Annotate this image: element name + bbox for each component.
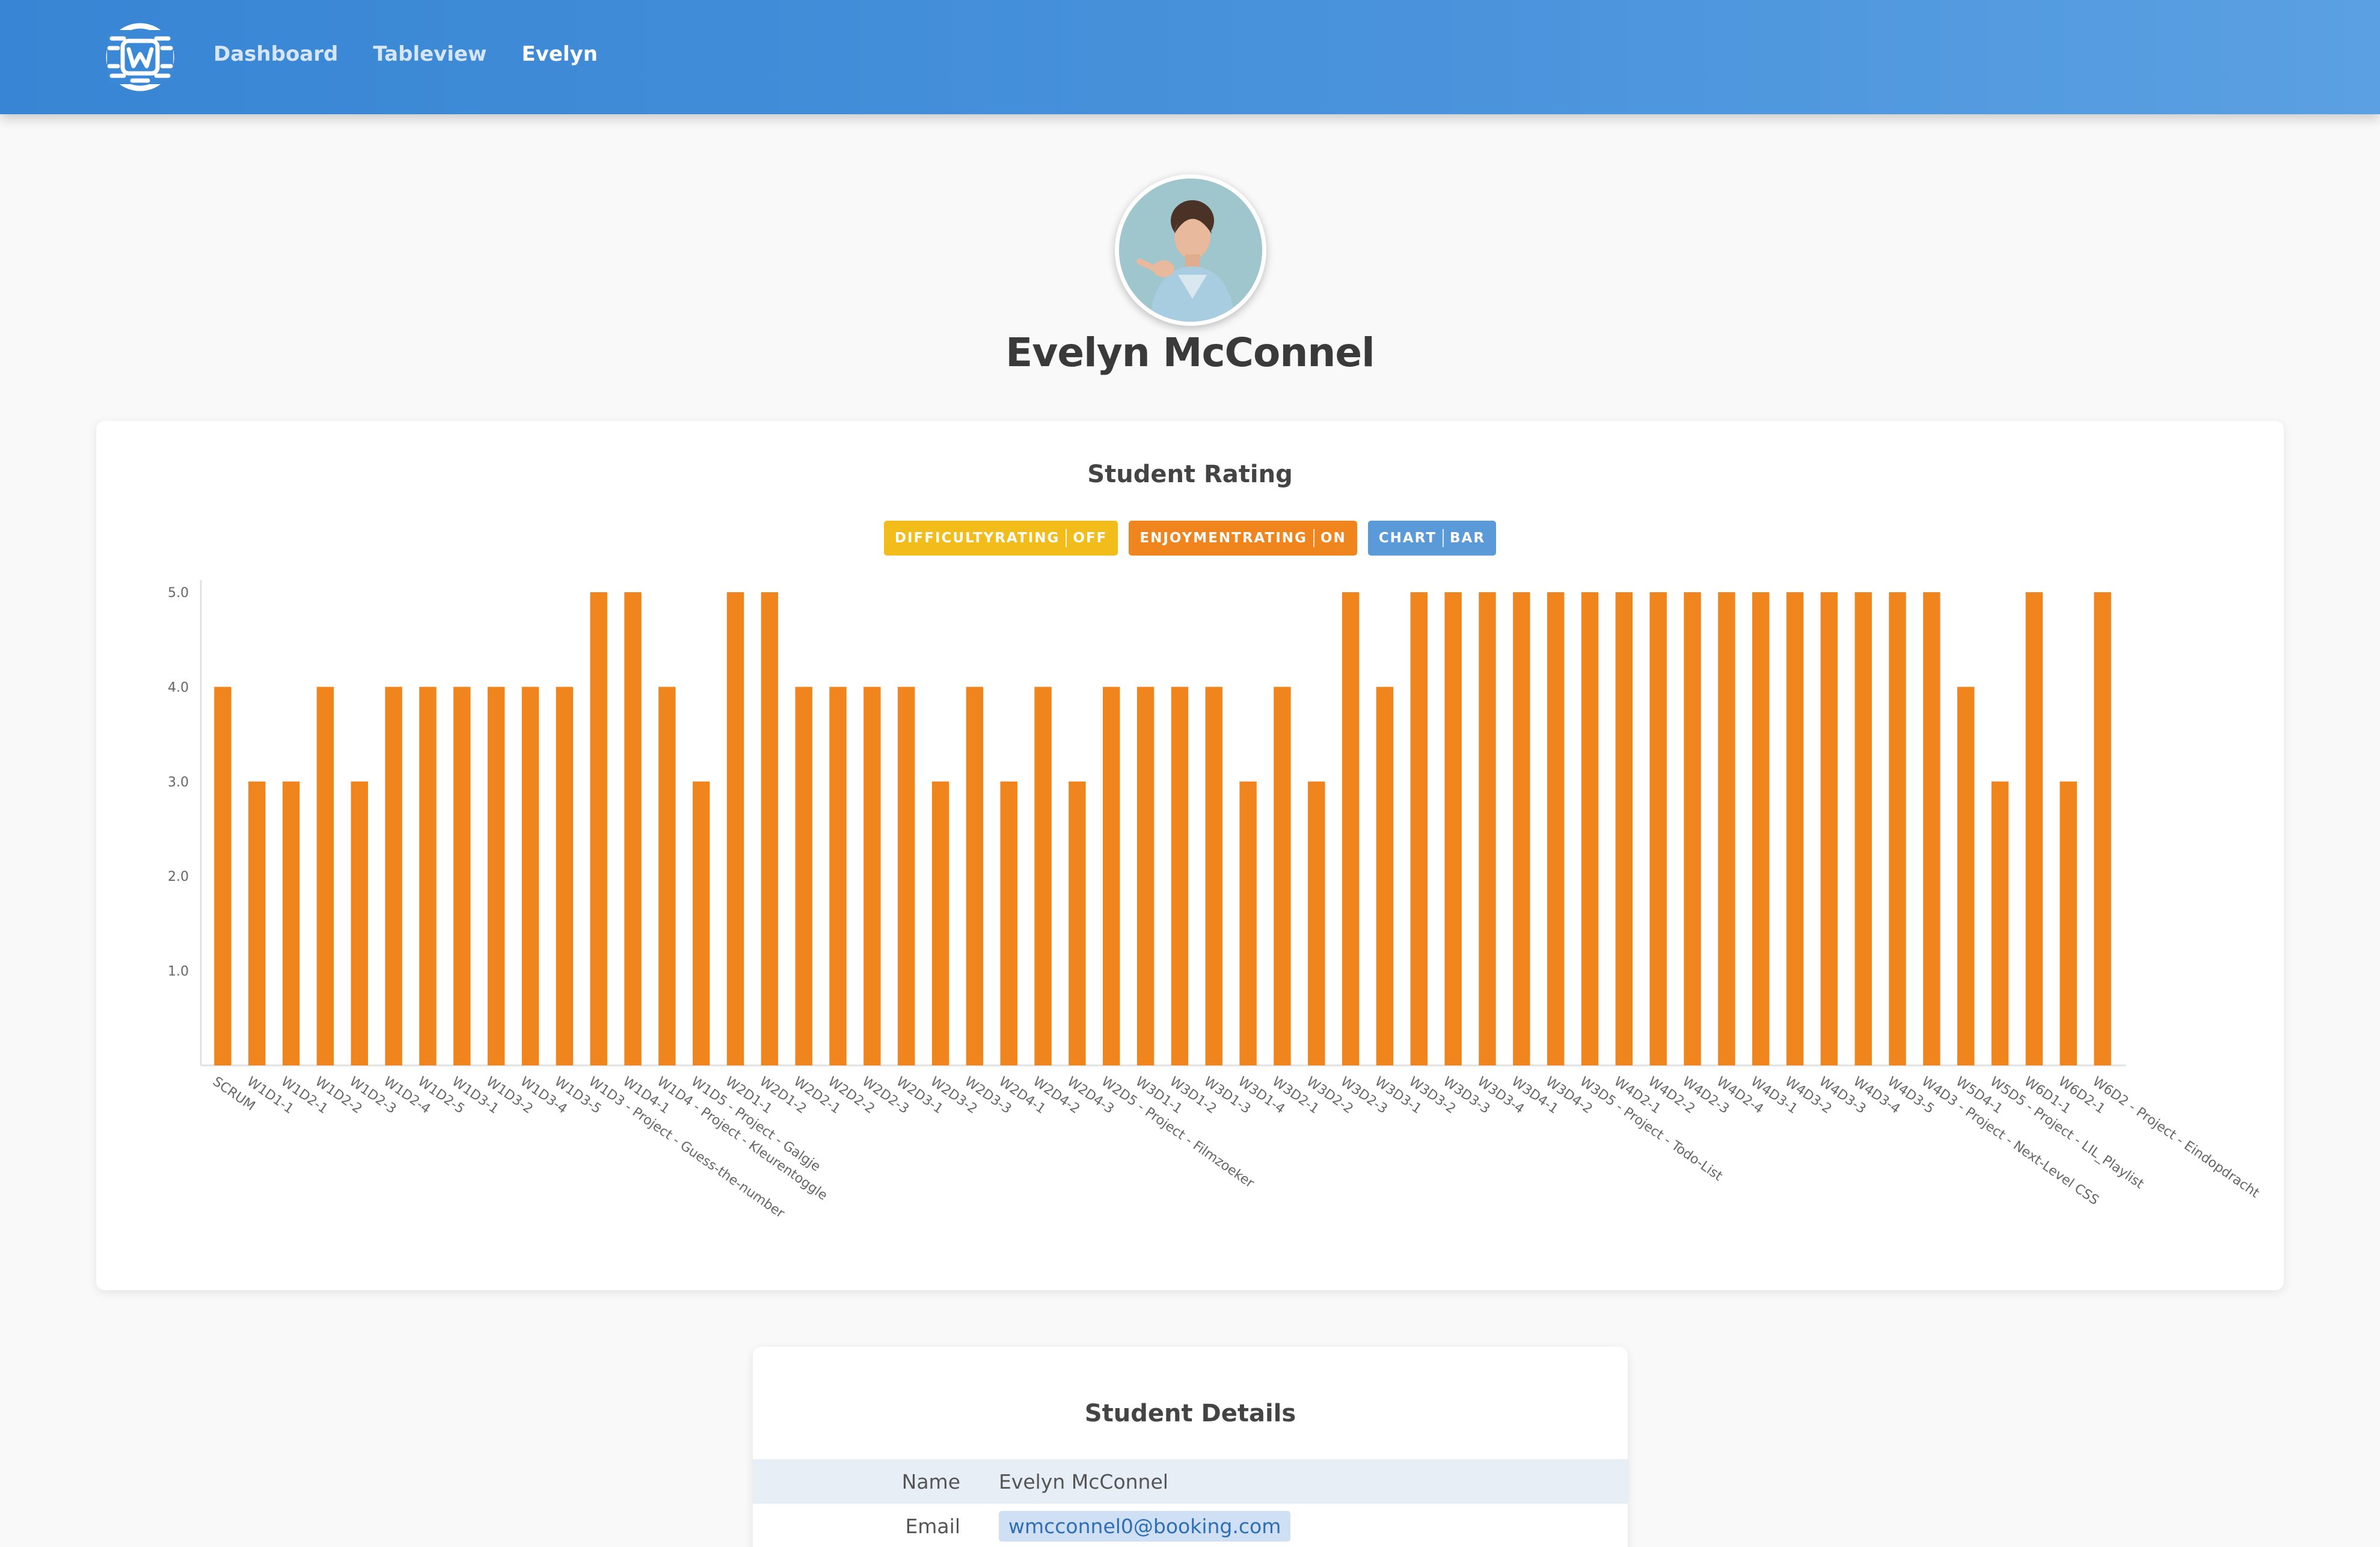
bar[interactable] (419, 687, 437, 1065)
bar[interactable] (1547, 592, 1565, 1065)
bar[interactable] (590, 592, 607, 1065)
enjoyment-toggle-state: ON (1320, 530, 1346, 546)
bar[interactable] (385, 687, 402, 1065)
y-tick-label: 5.0 (168, 586, 189, 601)
bar[interactable] (1136, 687, 1155, 1065)
bar[interactable] (624, 592, 642, 1065)
bar[interactable] (521, 687, 539, 1065)
enjoyment-toggle-label: ENJOYMENTRATING (1139, 530, 1307, 546)
bar[interactable] (1718, 592, 1735, 1065)
bar[interactable] (316, 687, 334, 1065)
bar[interactable] (1786, 592, 1804, 1065)
x-tick-label: W6D2 - Project - Eindopdracht (2090, 1074, 2262, 1201)
bar[interactable] (1171, 687, 1189, 1065)
toggle-divider (1443, 529, 1444, 547)
difficulty-toggle-label: DIFFICULTYRATING (894, 530, 1060, 546)
bar[interactable] (1479, 592, 1496, 1065)
toggle-divider (1066, 529, 1067, 547)
y-tick-label: 3.0 (168, 775, 189, 790)
bar[interactable] (1820, 592, 1838, 1065)
bar[interactable] (2025, 592, 2043, 1065)
bar[interactable] (795, 687, 812, 1065)
bar[interactable] (1069, 781, 1086, 1065)
nav-evelyn-link[interactable]: Evelyn (521, 42, 598, 66)
bar[interactable] (1410, 592, 1428, 1065)
bar[interactable] (2094, 592, 2111, 1065)
bar[interactable] (931, 781, 949, 1065)
y-tick-label: 4.0 (168, 680, 189, 695)
nav-tableview-link[interactable]: Tableview (373, 42, 487, 66)
student-name-heading: Evelyn McConnel (1005, 329, 1375, 376)
bar[interactable] (2059, 781, 2077, 1065)
student-details-card: Student Details Name Evelyn McConnel Ema… (753, 1347, 1628, 1547)
detail-row-name: Name Evelyn McConnel (753, 1459, 1628, 1504)
detail-row-email: Email wmcconnel0@booking.com (753, 1504, 1628, 1547)
bar[interactable] (1957, 687, 1975, 1065)
bar[interactable] (1684, 592, 1701, 1065)
bar[interactable] (658, 687, 676, 1065)
chart-toggles: DIFFICULTYRATING OFF ENJOYMENTRATING ON … (96, 521, 2284, 556)
bar[interactable] (761, 592, 779, 1065)
main-nav: Dashboard Tableview Evelyn (213, 0, 633, 108)
student-rating-card: Student Rating DIFFICULTYRATING OFF ENJO… (96, 421, 2284, 1290)
bar[interactable] (1581, 592, 1599, 1065)
chart-type-state: BAR (1450, 530, 1486, 546)
bar[interactable] (1889, 592, 1906, 1065)
bar[interactable] (1034, 687, 1052, 1065)
bar[interactable] (897, 687, 915, 1065)
bar[interactable] (1513, 592, 1530, 1065)
rating-bar-chart: 1.02.03.04.05.0SCRUMW1D1-1W1D2-1W1D2-2W1… (168, 580, 2262, 1222)
chart-title: Student Rating (1087, 461, 1293, 488)
bar[interactable] (829, 687, 847, 1065)
bar[interactable] (1649, 592, 1667, 1065)
bar[interactable] (692, 781, 710, 1065)
avatar (1115, 174, 1266, 326)
nav-dashboard-link[interactable]: Dashboard (213, 42, 339, 66)
bar[interactable] (966, 687, 984, 1065)
bar[interactable] (1205, 687, 1222, 1065)
bar[interactable] (1444, 592, 1462, 1065)
bar[interactable] (863, 687, 881, 1065)
bar[interactable] (1308, 781, 1325, 1065)
bar[interactable] (1239, 781, 1257, 1065)
toggle-divider (1313, 529, 1314, 547)
bar[interactable] (1000, 781, 1017, 1065)
detail-value-name: Evelyn McConnel (999, 1469, 1168, 1493)
detail-label-name: Name (901, 1469, 960, 1493)
difficulty-rating-toggle[interactable]: DIFFICULTYRATING OFF (883, 521, 1118, 556)
top-navbar: Dashboard Tableview Evelyn (0, 0, 2380, 114)
bar[interactable] (1103, 687, 1120, 1065)
bar[interactable] (1854, 592, 1872, 1065)
avatar-photo (1119, 179, 1262, 322)
bar[interactable] (487, 687, 505, 1065)
y-tick-label: 1.0 (168, 964, 189, 979)
bar[interactable] (282, 781, 300, 1065)
bar[interactable] (248, 781, 266, 1065)
chart-type-toggle[interactable]: CHART BAR (1367, 521, 1497, 556)
enjoyment-rating-toggle[interactable]: ENJOYMENTRATING ON (1129, 521, 1357, 556)
bar[interactable] (1274, 687, 1291, 1065)
bar[interactable] (351, 781, 368, 1065)
bar[interactable] (453, 687, 471, 1065)
bar[interactable] (1376, 687, 1394, 1065)
difficulty-toggle-state: OFF (1073, 530, 1108, 546)
bar[interactable] (1923, 592, 1940, 1065)
email-link[interactable]: wmcconnel0@booking.com (999, 1510, 1291, 1542)
bar[interactable] (214, 687, 232, 1065)
details-title: Student Details (1084, 1400, 1296, 1427)
bar[interactable] (556, 687, 574, 1065)
detail-label-email: Email (905, 1514, 960, 1538)
bar[interactable] (1752, 592, 1770, 1065)
bar[interactable] (1342, 592, 1360, 1065)
bar[interactable] (726, 592, 744, 1065)
bar[interactable] (1615, 592, 1633, 1065)
y-tick-label: 2.0 (168, 869, 189, 884)
chart-type-label: CHART (1378, 530, 1437, 546)
logo-icon[interactable] (95, 18, 185, 96)
bar[interactable] (1991, 781, 2009, 1065)
